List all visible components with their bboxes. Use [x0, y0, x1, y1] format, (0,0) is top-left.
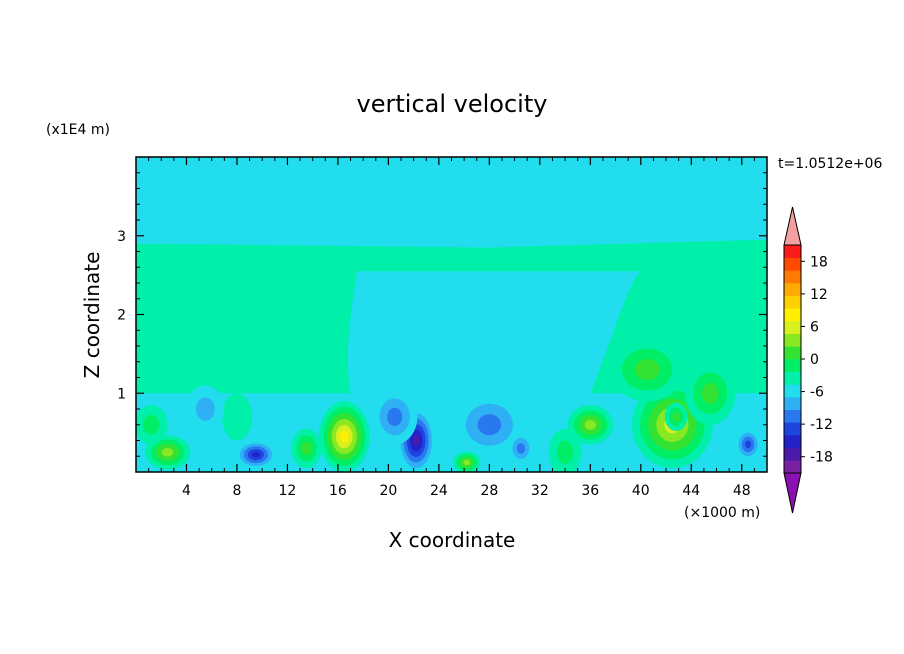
x-tick-label-10: 44 — [682, 483, 700, 499]
x-tick-label-6: 28 — [480, 483, 498, 499]
contour-cell-7-2 — [387, 407, 403, 427]
colorbar-tick-label-5: -12 — [810, 417, 833, 433]
field-mid-region — [347, 271, 641, 394]
contour-cell-6-5 — [413, 434, 420, 447]
colorbar-tick-label-2: 6 — [810, 319, 819, 335]
colorbar-segment-10 — [784, 333, 801, 347]
contour-cell-1-1 — [142, 414, 160, 435]
colorbar-segment-15 — [784, 270, 801, 284]
x-tick-label-2: 12 — [279, 483, 297, 499]
colorbar-segment-12 — [784, 308, 801, 322]
colorbar-segment-0 — [784, 460, 801, 474]
y-axis-ticks: 1 2 3 — [117, 172, 767, 457]
contour-cell-10-2 — [516, 443, 526, 454]
colorbar-tick-label-6: -18 — [810, 450, 833, 466]
x-tick-label-5: 24 — [430, 483, 448, 499]
contour-cell-16-1 — [556, 440, 574, 465]
contour-cell-17-2 — [701, 382, 719, 404]
y-tick-label-0: 1 — [117, 386, 126, 402]
time-label: t=1.0512e+06 — [778, 156, 882, 172]
colorbar-tick-label-3: 0 — [810, 352, 819, 368]
colorbar-segment-9 — [784, 346, 801, 360]
contour-cell-8-3 — [463, 459, 471, 466]
contour-cell-14-2 — [634, 359, 660, 381]
colorbar-segment-17 — [784, 245, 801, 258]
x-tick-label-9: 40 — [632, 483, 650, 499]
colorbar-tick-label-0: 18 — [810, 254, 828, 270]
colorbar-segment-6 — [784, 384, 801, 398]
colorbar-tick-label-1: 12 — [810, 287, 828, 303]
x-tick-label-3: 16 — [329, 483, 347, 499]
y-axis-label: Z coordinate — [80, 252, 104, 379]
contour-cell-5-2 — [301, 441, 312, 455]
x-tick-label-4: 20 — [379, 483, 397, 499]
x-tick-label-0: 4 — [182, 483, 191, 499]
x-tick-label-7: 32 — [531, 483, 549, 499]
colorbar-segment-16 — [784, 257, 801, 271]
contour-cell-9-2 — [477, 414, 502, 436]
contour-cell-11-3 — [584, 419, 596, 430]
colorbar-extend-low — [783, 472, 802, 514]
y-tick-label-2: 3 — [117, 229, 126, 245]
colorbar-segment-11 — [784, 321, 801, 334]
colorbar-segment-3 — [784, 422, 801, 436]
x-axis-ticks: 4 8 12 16 20 24 28 32 36 40 44 48 — [148, 157, 755, 499]
contour-cell-15-3 — [744, 440, 752, 449]
colorbar-segment-7 — [784, 371, 801, 385]
colorbar-segment-8 — [784, 359, 801, 372]
contour-cell-13-2 — [672, 412, 680, 422]
x-tick-label-8: 36 — [581, 483, 599, 499]
contour-field — [136, 157, 767, 472]
colorbar-segment-14 — [784, 283, 801, 296]
contour-cell-0-3 — [161, 447, 174, 457]
colorbar-segment-5 — [784, 397, 801, 410]
contour-cell-18-1 — [195, 397, 215, 421]
contour-cell-3-0 — [221, 393, 253, 441]
x-tick-label-11: 48 — [733, 483, 751, 499]
y-unit-label: (x1E4 m) — [46, 122, 110, 138]
x-tick-label-1: 8 — [232, 483, 241, 499]
y-tick-label-1: 2 — [117, 308, 126, 324]
colorbar-tick-label-4: -6 — [810, 385, 824, 401]
colorbar-segment-4 — [784, 409, 801, 423]
x-unit-label: (×1000 m) — [684, 505, 760, 521]
colorbar-segment-13 — [784, 295, 801, 309]
colorbar-segment-2 — [784, 435, 801, 448]
x-axis-label: X coordinate — [389, 528, 516, 552]
contour-cell-2-4 — [251, 451, 260, 458]
chart-title: vertical velocity — [357, 90, 548, 118]
colorbar-segment-1 — [784, 447, 801, 461]
colorbar-extend-high — [783, 206, 802, 246]
colorbar: 18 12 6 0 -6 -12 -18 — [783, 206, 833, 514]
contour-cell-4-5 — [340, 430, 349, 443]
